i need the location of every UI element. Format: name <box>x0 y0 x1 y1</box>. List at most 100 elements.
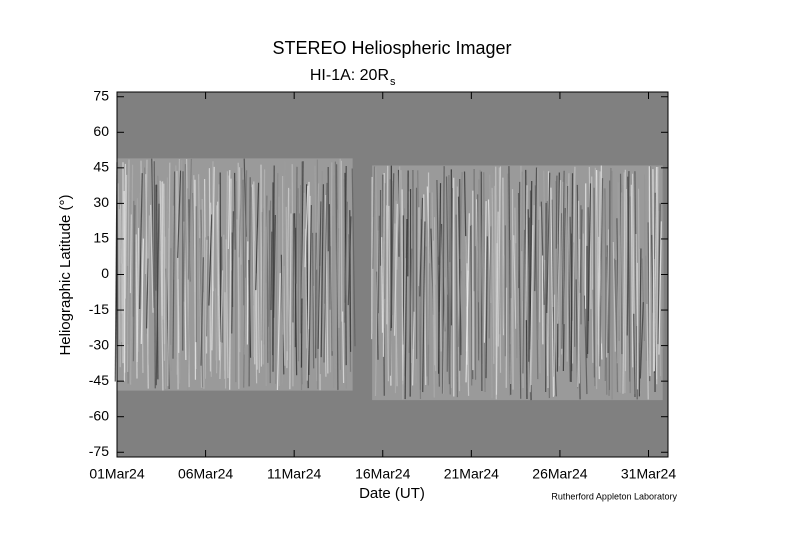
streak <box>653 166 658 372</box>
streak <box>289 213 292 390</box>
streak <box>374 230 379 396</box>
streak <box>624 188 628 372</box>
streak <box>408 248 413 353</box>
credit: Rutherford Appleton Laboratory <box>551 491 677 501</box>
streak <box>427 192 431 386</box>
streak <box>534 167 538 292</box>
x-tick-label: 01Mar24 <box>89 466 144 482</box>
streak <box>518 181 521 289</box>
streak <box>401 189 404 381</box>
streak <box>432 240 436 366</box>
chart-subtitle: HI-1A: 20R <box>310 67 389 84</box>
streak <box>170 219 173 372</box>
streak <box>507 173 511 396</box>
streak <box>347 216 352 306</box>
streak <box>281 160 286 386</box>
x-tick-label: 11Mar24 <box>267 466 321 482</box>
streak <box>129 164 134 385</box>
streak <box>425 246 428 377</box>
x-tick-label: 31Mar24 <box>621 466 676 482</box>
streak <box>571 166 576 364</box>
streak <box>164 177 168 389</box>
streak <box>442 277 446 394</box>
streak <box>460 206 464 392</box>
streak <box>253 241 256 358</box>
streak <box>657 203 661 345</box>
streak <box>566 173 570 362</box>
streak <box>216 184 220 374</box>
streak <box>153 161 156 389</box>
streak <box>214 288 217 361</box>
streak <box>422 221 426 393</box>
streak <box>630 184 634 368</box>
texture <box>371 165 665 401</box>
streak <box>435 284 438 385</box>
streak <box>196 188 199 376</box>
y-tick-label: 0 <box>101 265 109 281</box>
streak <box>608 167 612 396</box>
streak <box>377 215 380 314</box>
streak <box>342 311 345 384</box>
streak <box>270 231 273 310</box>
y-tick-label: 75 <box>93 87 109 103</box>
streak <box>485 236 488 379</box>
streak <box>276 273 281 391</box>
streak <box>626 171 630 336</box>
streak <box>187 242 191 391</box>
streak <box>308 205 312 376</box>
streak <box>591 176 594 363</box>
streak <box>118 209 121 368</box>
streak <box>319 171 323 374</box>
streak <box>155 203 160 386</box>
streak <box>502 255 505 329</box>
streak <box>530 205 535 386</box>
streak <box>579 209 583 293</box>
streak <box>351 168 356 347</box>
streak <box>550 187 555 397</box>
streak <box>256 227 260 373</box>
streak <box>127 192 131 345</box>
streak <box>652 169 655 372</box>
streak <box>455 214 458 398</box>
streak <box>199 238 204 388</box>
streak <box>570 173 574 383</box>
streak <box>132 205 136 362</box>
streak <box>604 256 607 382</box>
x-axis-label: Date (UT) <box>359 485 425 502</box>
streak <box>304 185 309 268</box>
streak <box>433 217 437 372</box>
streak <box>139 173 143 310</box>
streak <box>537 219 540 340</box>
texture <box>114 158 356 391</box>
streak <box>176 158 180 375</box>
streak <box>381 237 384 333</box>
streak <box>456 186 461 392</box>
streak <box>140 238 144 345</box>
streak <box>291 164 294 387</box>
y-tick-label: -75 <box>89 443 109 459</box>
streak <box>299 161 303 334</box>
streak <box>384 183 386 299</box>
streak <box>538 206 541 323</box>
streak <box>179 160 183 384</box>
streak <box>633 313 636 397</box>
chart-title: STEREO Heliospheric Imager <box>272 38 511 58</box>
streak <box>477 179 480 303</box>
streak <box>261 208 264 341</box>
x-tick-label: 26Mar24 <box>532 466 587 482</box>
y-axis-label: Heliographic Latitude (°) <box>57 194 74 355</box>
streak <box>167 162 171 387</box>
streak <box>272 215 276 318</box>
streak <box>393 203 398 336</box>
streak <box>229 178 232 390</box>
streak <box>333 175 335 388</box>
streak <box>316 183 320 270</box>
streak <box>242 179 245 306</box>
y-tick-label: -60 <box>89 407 109 423</box>
streak <box>605 229 610 358</box>
streak <box>561 170 565 349</box>
streak <box>488 226 492 339</box>
streak <box>386 165 389 325</box>
streak <box>599 178 604 367</box>
streak <box>328 204 331 310</box>
